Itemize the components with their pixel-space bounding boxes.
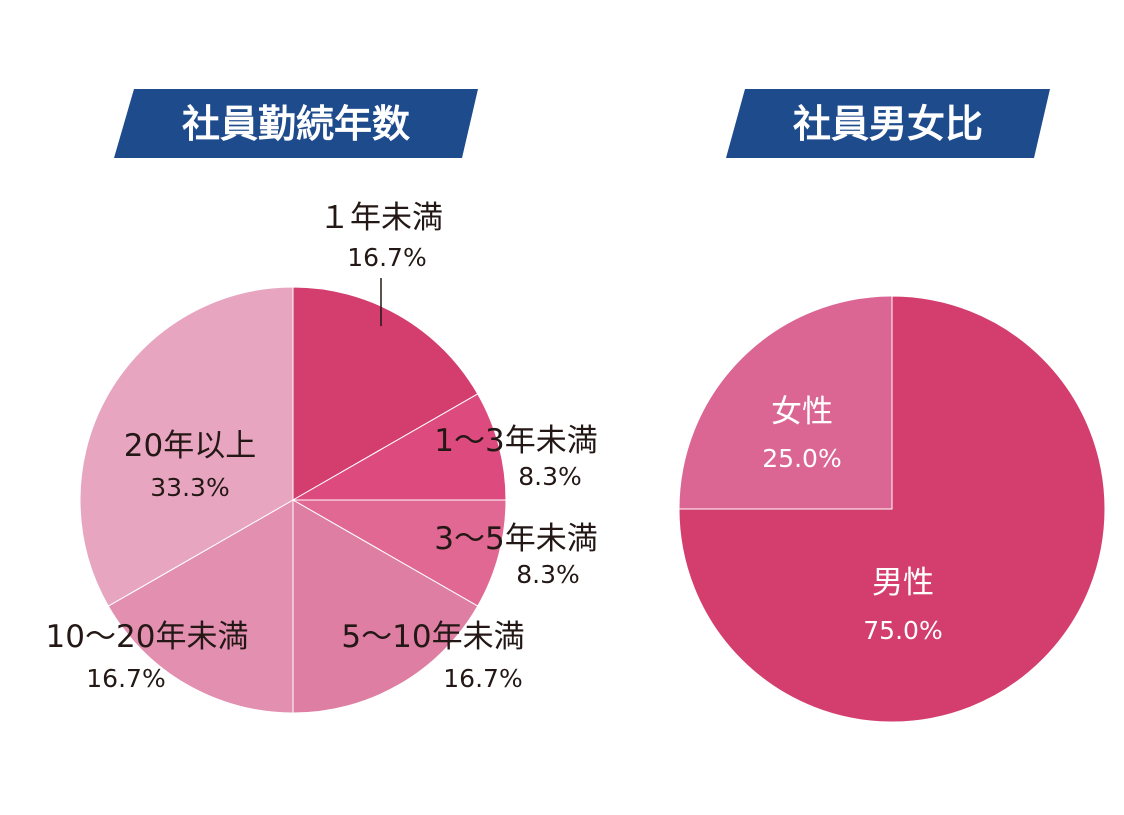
slice-name: 男性 (872, 565, 934, 601)
pie-slice-1 (291, 393, 507, 501)
gender-title-banner (726, 89, 1050, 158)
pie-slice-2 (291, 499, 507, 607)
slice-name: 1〜3年未満 (434, 423, 597, 459)
slice-label-10-20-years: 10〜20年未満 16.7% (46, 619, 249, 693)
slice-name: 5〜10年未満 (341, 619, 524, 655)
slice-percent: 75.0% (863, 616, 942, 645)
gender-title: 社員男女比 (793, 102, 983, 146)
slice-label-male: 男性 75.0% (863, 565, 942, 645)
slice-percent: 25.0% (762, 444, 841, 473)
slice-name: 女性 (771, 394, 833, 430)
slice-percent: 16.7% (86, 664, 165, 693)
pie-slice-5 (79, 286, 294, 607)
slice-percent: 8.3% (516, 560, 580, 589)
slice-name: 20年以上 (124, 428, 256, 464)
slice-label-20-plus-years: 20年以上 33.3% (124, 428, 256, 502)
slice-name: 3〜5年未満 (434, 521, 597, 557)
slice-percent: 33.3% (150, 473, 229, 502)
tenure-title-banner (114, 89, 478, 158)
pie-slice-3 (292, 499, 479, 714)
tenure-pie (79, 286, 507, 714)
slice-label-under-1-year: １年未満 16.7% (319, 200, 443, 272)
slice-percent: 8.3% (518, 462, 582, 491)
pie-slice-0 (678, 295, 1106, 723)
slice-name: 10〜20年未満 (46, 619, 249, 655)
slice-label-female: 女性 25.0% (762, 394, 841, 473)
pie-slice-0 (292, 286, 479, 501)
gender-pie (678, 295, 1106, 723)
pie-slice-4 (107, 499, 294, 714)
tenure-title: 社員勤続年数 (182, 102, 410, 146)
slice-percent: 16.7% (347, 243, 426, 272)
slice-label-3-5-years: 3〜5年未満 8.3% (434, 521, 597, 589)
slice-label-1-3-years: 1〜3年未満 8.3% (434, 423, 597, 491)
slice-percent: 16.7% (443, 664, 522, 693)
slice-name: １年未満 (319, 200, 443, 236)
slice-label-5-10-years: 5〜10年未満 16.7% (341, 619, 524, 693)
pie-slice-1 (678, 295, 893, 510)
